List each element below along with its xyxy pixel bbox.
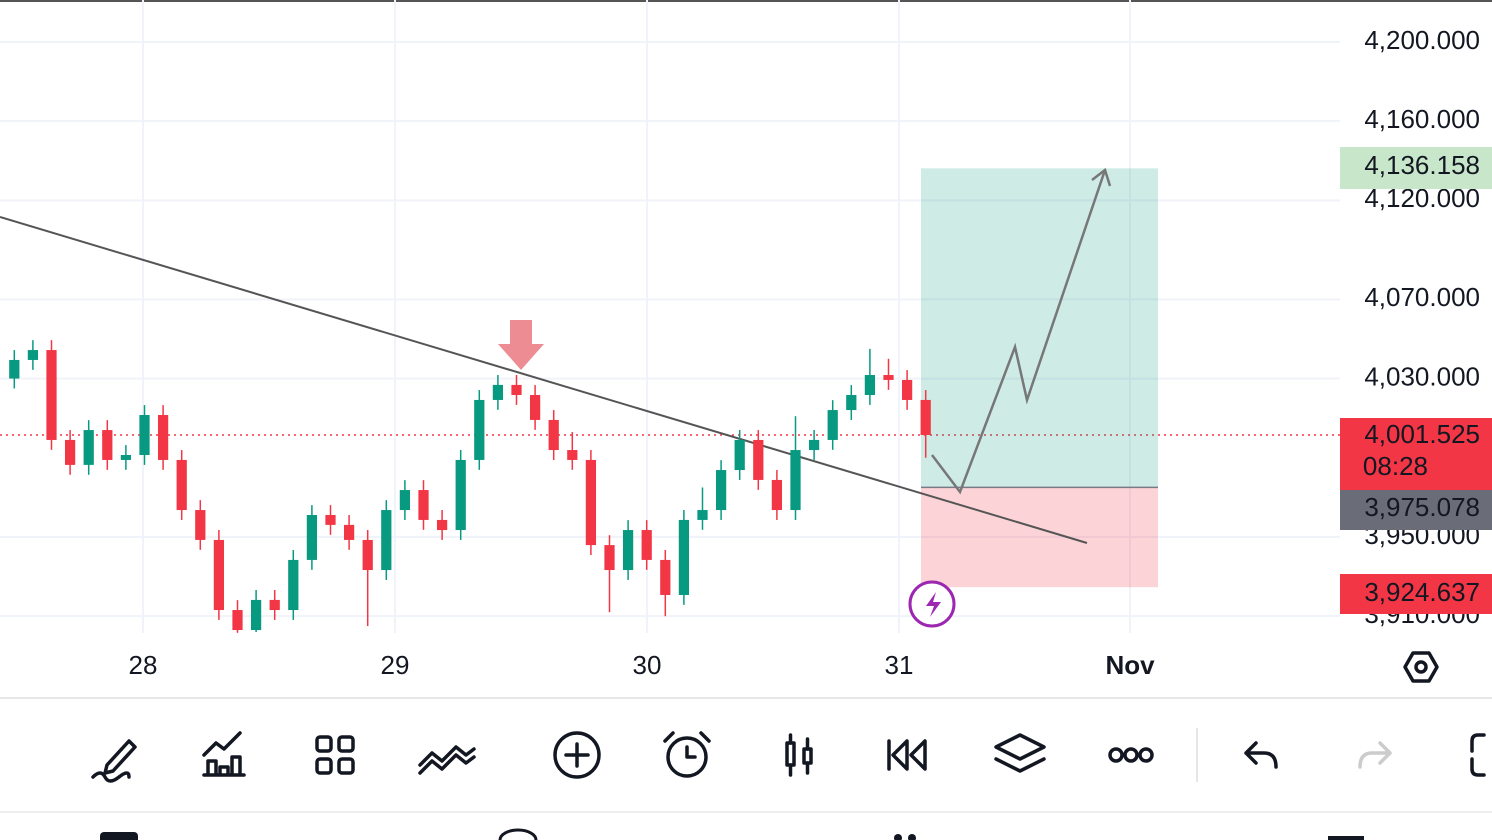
- y-tick-label: 4,160.000: [1364, 104, 1480, 134]
- entry-price-label: 3,975.078: [1364, 492, 1480, 522]
- x-tick-label: 29: [381, 650, 410, 680]
- candle-body: [492, 384, 504, 400]
- candle-body: [641, 530, 652, 560]
- candle-body: [269, 599, 280, 611]
- objects-tool[interactable]: [994, 733, 1046, 773]
- candle-body: [64, 439, 76, 465]
- countdown-label: 08:28: [1363, 451, 1428, 481]
- axis-settings[interactable]: [1403, 651, 1439, 683]
- layout-tool[interactable]: [315, 735, 355, 775]
- candle-body: [46, 350, 57, 440]
- candle-body: [604, 545, 615, 571]
- chart-type-tool[interactable]: [785, 733, 813, 777]
- profit-zone: [921, 168, 1158, 488]
- candle-body: [567, 450, 578, 460]
- candle-body: [436, 519, 448, 531]
- alert-tool[interactable]: [663, 731, 711, 778]
- candle-body: [920, 399, 931, 436]
- stop-price-label: 3,924.637: [1364, 577, 1480, 607]
- trend-line[interactable]: [0, 216, 1088, 544]
- target-price-label: 4,136.158: [1364, 150, 1480, 180]
- top-border: [0, 0, 1492, 2]
- time-axis: 28 29 30 31 Nov: [129, 650, 1156, 680]
- position-tool[interactable]: [921, 168, 1158, 588]
- candle-body: [660, 559, 671, 595]
- last-price-badge: [1340, 418, 1492, 490]
- fullscreen-button[interactable]: [1470, 733, 1486, 777]
- candle-body: [250, 599, 262, 631]
- candle-body: [808, 439, 820, 451]
- down-arrow-marker[interactable]: [498, 320, 544, 370]
- candles: [9, 340, 931, 633]
- indicators-tool[interactable]: [202, 731, 246, 777]
- candle-body: [455, 459, 466, 531]
- candle-body: [9, 359, 20, 379]
- candle-body: [883, 375, 894, 380]
- candle-body: [381, 510, 392, 571]
- last-price-label: 4,001.525: [1364, 419, 1480, 449]
- add-tool[interactable]: [553, 731, 601, 779]
- entry-badge: [1340, 490, 1492, 530]
- candle-body: [418, 490, 429, 520]
- candle-body: [529, 395, 541, 420]
- candle-body: [176, 459, 187, 511]
- replay-tool[interactable]: [887, 739, 927, 771]
- candle-body: [548, 419, 559, 451]
- candle-body: [771, 479, 783, 511]
- projection-arrowhead: [1091, 167, 1112, 187]
- stop-badge: [1340, 574, 1492, 614]
- lightning-icon: [926, 592, 941, 617]
- projection-path[interactable]: [931, 169, 1107, 495]
- candle-body: [697, 510, 708, 520]
- x-tick-label: 30: [633, 650, 662, 680]
- candle-body: [83, 430, 94, 465]
- candle-body: [622, 530, 634, 571]
- candle-body: [846, 395, 857, 411]
- candle-body: [362, 539, 373, 571]
- candle-body: [343, 524, 355, 540]
- candle-body: [678, 519, 690, 595]
- x-tick-label: Nov: [1105, 650, 1155, 680]
- draw-tool[interactable]: [91, 739, 137, 783]
- candle-body: [399, 490, 411, 511]
- candle-body: [715, 470, 727, 511]
- bottom-nav-partial: [100, 828, 1364, 840]
- candle-body: [232, 610, 243, 631]
- toolbar: [91, 728, 1486, 783]
- candle-body: [213, 539, 225, 611]
- x-tick-label: 28: [129, 650, 158, 680]
- candle-body: [288, 559, 299, 611]
- y-tick-label: 4,030.000: [1364, 361, 1480, 391]
- candle-body: [195, 510, 206, 540]
- redo-button[interactable]: [1358, 741, 1392, 769]
- y-tick-label: 4,070.000: [1364, 282, 1480, 312]
- candle-body: [511, 384, 522, 396]
- candle-body: [139, 415, 150, 455]
- candle-body: [27, 350, 39, 360]
- undo-button[interactable]: [1244, 741, 1278, 769]
- x-tick-label: 31: [885, 650, 914, 680]
- candle-body: [864, 375, 876, 396]
- candle-body: [753, 439, 764, 480]
- candle-body: [734, 439, 745, 471]
- grid: [0, 0, 1340, 633]
- candle-body: [585, 459, 597, 546]
- candle-body: [306, 514, 318, 560]
- candle-body: [325, 514, 336, 525]
- candle-body: [790, 450, 801, 511]
- candle-body: [901, 379, 913, 400]
- candle-body: [102, 430, 113, 460]
- y-tick-label: 4,200.000: [1364, 25, 1480, 55]
- compare-tool[interactable]: [418, 745, 476, 775]
- candle-body: [827, 410, 838, 440]
- candle-body: [474, 399, 485, 460]
- candle-body: [120, 454, 132, 460]
- candle-body: [157, 415, 169, 460]
- loss-zone: [921, 487, 1158, 588]
- target-badge: [1340, 147, 1492, 189]
- price-axis: 4,200.0004,160.0004,120.0004,070.0004,03…: [1364, 25, 1480, 629]
- more-tool[interactable]: [1108, 747, 1154, 763]
